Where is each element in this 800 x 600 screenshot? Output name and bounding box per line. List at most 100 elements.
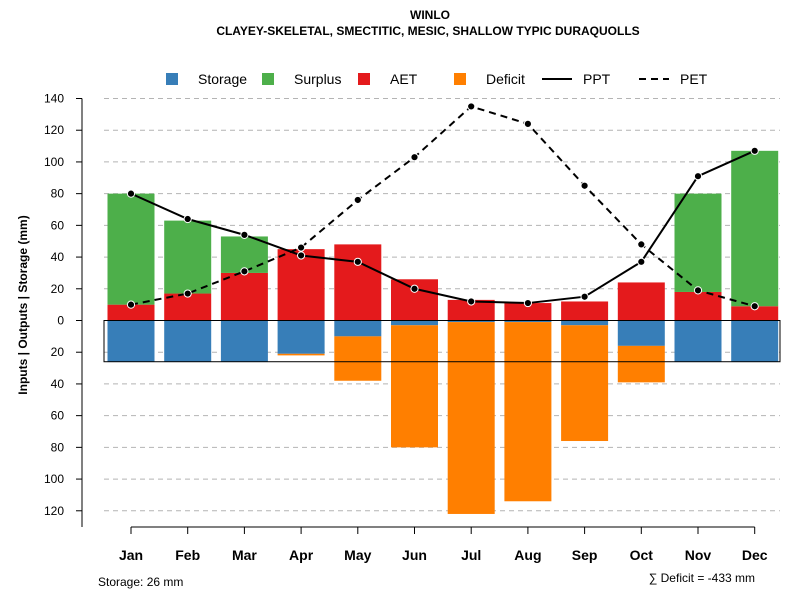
ppt-point: [410, 284, 419, 293]
y-tick-label: 120: [44, 504, 64, 518]
gridlines: [104, 98, 780, 512]
surplus-bar: [107, 193, 155, 305]
legend-pet-label: PET: [680, 71, 708, 87]
storage-bar: [277, 320, 325, 354]
x-tick-label: Feb: [175, 547, 200, 563]
y-tick-label: 80: [51, 440, 65, 454]
axes: 120 100 80 60 40 20 0 20 40 60 80 100 120 140 Jan Feb Ma…: [44, 92, 768, 563]
deficit-bar: [391, 325, 438, 448]
y-tick-label: 60: [51, 218, 65, 232]
surplus-bar: [674, 193, 722, 292]
surplus-bar: [164, 220, 212, 294]
pet-point: [240, 267, 249, 276]
ppt-point: [183, 214, 192, 224]
ppt-point: [637, 257, 646, 266]
x-tick-label: Sep: [572, 547, 598, 563]
aet-bar: [504, 303, 552, 321]
x-tick-label: Oct: [630, 547, 654, 563]
chart-title: WINLO: [410, 8, 450, 22]
ppt-point: [750, 146, 759, 155]
legend-surplus: Surplus: [262, 71, 341, 87]
deficit-bar: [277, 353, 325, 356]
aet-bar: [277, 249, 325, 321]
legend-aet: AET: [358, 71, 418, 87]
y-tick-label: 80: [51, 187, 65, 201]
pet-point: [580, 181, 589, 190]
aet-bar: [447, 299, 495, 321]
ppt-point: [297, 251, 306, 260]
legend-aet-swatch: [358, 73, 370, 85]
deficit-bar: [504, 322, 552, 502]
y-tick-label: 140: [44, 92, 64, 106]
deficit-total-footnote: ∑ Deficit = -433 mm: [649, 571, 755, 585]
pet-point: [523, 119, 533, 128]
chart-subtitle: CLAYEY-SKELETAL, SMECTITIC, MESIC, SHALL…: [216, 24, 639, 38]
lines: [126, 102, 759, 311]
y-tick-label: 20: [51, 345, 65, 359]
legend-deficit-swatch: [454, 73, 466, 85]
x-tick-label: Mar: [232, 547, 257, 563]
ppt-point: [693, 172, 703, 181]
x-tick-label: Dec: [742, 547, 768, 563]
legend-deficit-label: Deficit: [486, 71, 525, 87]
aet-bar: [334, 244, 382, 321]
y-tick-label: 100: [44, 472, 64, 486]
pet-point: [183, 289, 192, 298]
x-tick-label: Aug: [514, 547, 541, 563]
ppt-point: [353, 257, 362, 266]
pet-point: [126, 300, 136, 309]
storage-bar: [731, 320, 779, 362]
aet-bar: [220, 272, 268, 321]
legend-storage-swatch: [166, 73, 178, 85]
y-tick-label: 100: [44, 155, 64, 169]
aet-bar: [164, 293, 212, 321]
y-axis-label: Inputs | Outputs | Storage (mm): [16, 215, 30, 394]
pet-point: [693, 286, 703, 295]
pet-point: [297, 243, 306, 252]
legend-storage-label: Storage: [198, 71, 247, 87]
ppt-point: [126, 189, 136, 198]
storage-bar: [674, 320, 722, 362]
legend-ppt-label: PPT: [583, 71, 611, 87]
ppt-point: [523, 298, 533, 308]
deficit-bar: [561, 325, 609, 442]
y-tick-label: 120: [44, 123, 64, 137]
ppt-point: [240, 230, 249, 239]
storage-footnote: Storage: 26 mm: [98, 575, 183, 589]
deficit-bar: [447, 322, 495, 514]
x-tick-label: Jun: [402, 547, 427, 563]
y-tick-label: 40: [51, 377, 65, 391]
pet-point: [410, 153, 419, 162]
y-tick-label: 20: [51, 282, 65, 296]
storage-bar: [504, 320, 552, 323]
surplus-bar: [731, 150, 779, 307]
legend-ppt: PPT: [542, 71, 611, 87]
surplus-bar: [220, 236, 268, 273]
aet-bar: [617, 282, 665, 321]
legend-surplus-swatch: [262, 73, 274, 85]
legend-pet: PET: [639, 71, 708, 87]
aet-bar: [107, 304, 155, 321]
deficit-bar: [617, 345, 665, 383]
storage-bar: [447, 320, 495, 323]
storage-bar: [334, 320, 382, 337]
ppt-point: [580, 292, 589, 301]
storage-capacity-box: [103, 320, 781, 363]
x-tick-label: Jan: [119, 547, 143, 563]
storage-bar: [220, 320, 268, 362]
x-tick-label: Nov: [685, 547, 712, 563]
storage-capacity-outline: [103, 320, 781, 363]
legend-aet-label: AET: [390, 71, 418, 87]
storage-bar: [391, 320, 438, 326]
x-tick-label: Apr: [289, 547, 314, 563]
pet-line: [130, 105, 755, 308]
storage-bar: [107, 320, 155, 362]
x-tick-label: Jul: [461, 547, 481, 563]
y-tick-label: 40: [51, 250, 65, 264]
aet-bar: [561, 301, 609, 321]
legend-surplus-label: Surplus: [294, 71, 341, 87]
ppt-line: [130, 149, 756, 305]
aet-bar: [731, 306, 779, 321]
y-tick-label: 0: [57, 314, 64, 328]
